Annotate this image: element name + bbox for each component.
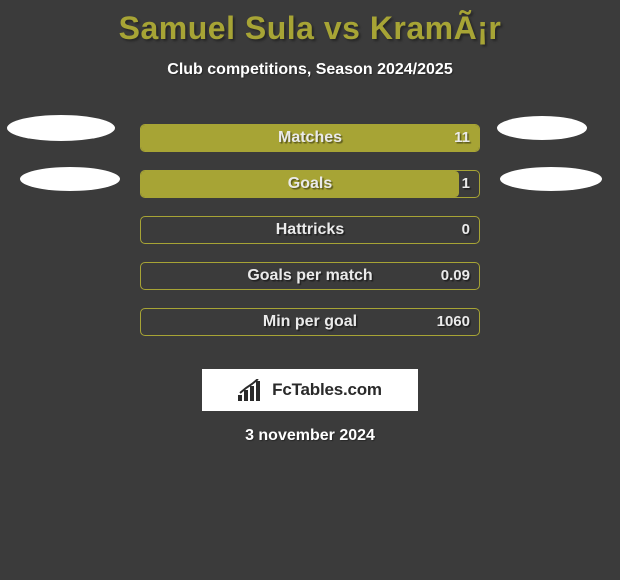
stat-bar bbox=[140, 308, 480, 336]
stat-bar-fill bbox=[141, 125, 479, 151]
stat-bar bbox=[140, 170, 480, 198]
stat-bar bbox=[140, 262, 480, 290]
page-title: Samuel Sula vs KramÃ¡r bbox=[0, 0, 620, 47]
stat-bar bbox=[140, 124, 480, 152]
stat-row: Matches11 bbox=[0, 115, 620, 161]
logo-icon bbox=[238, 379, 264, 401]
stat-bar-fill bbox=[141, 171, 459, 197]
stat-row: Min per goal1060 bbox=[0, 299, 620, 345]
logo-text: FcTables.com bbox=[272, 380, 382, 400]
stat-bar bbox=[140, 216, 480, 244]
stats-chart: Matches11Goals1Hattricks0Goals per match… bbox=[0, 115, 620, 345]
stat-row: Goals1 bbox=[0, 161, 620, 207]
page-subtitle: Club competitions, Season 2024/2025 bbox=[0, 61, 620, 79]
logo-box: FcTables.com bbox=[202, 369, 418, 411]
date-text: 3 november 2024 bbox=[0, 427, 620, 445]
stat-row: Hattricks0 bbox=[0, 207, 620, 253]
stat-row: Goals per match0.09 bbox=[0, 253, 620, 299]
